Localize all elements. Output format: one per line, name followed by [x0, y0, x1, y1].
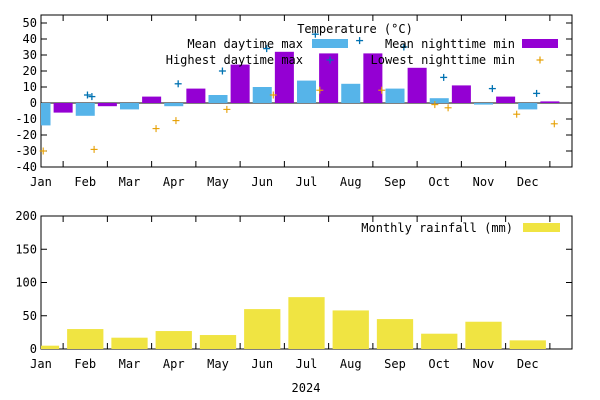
- bar: [164, 103, 184, 107]
- x-tick-label: Dec: [517, 357, 539, 371]
- x-axis-label: 2024: [292, 381, 321, 395]
- bar: [244, 309, 281, 349]
- x-tick-label: Feb: [74, 175, 96, 189]
- bar: [67, 329, 104, 349]
- x-tick-label: Mar: [119, 357, 141, 371]
- y-tick-label: 50: [23, 16, 37, 30]
- chart-title: Temperature (°C): [297, 22, 413, 36]
- x-tick-label: May: [207, 357, 229, 371]
- x-tick-label: Aug: [340, 175, 362, 189]
- y-tick-label: 40: [23, 32, 37, 46]
- bar: [319, 53, 339, 103]
- bar: [376, 319, 414, 349]
- x-tick-label: Jun: [251, 175, 273, 189]
- y-tick-label: 30: [23, 48, 37, 62]
- bar: [496, 96, 516, 103]
- series-mean-daytime-max: [41, 80, 538, 126]
- bar: [41, 103, 51, 126]
- bar: [208, 95, 228, 103]
- legend-label: Monthly rainfall (mm): [361, 221, 513, 235]
- bar: [199, 335, 237, 349]
- y-tick-label: 0: [30, 342, 37, 356]
- legend-swatch-bar: [522, 39, 558, 48]
- bar: [465, 321, 502, 349]
- plot-frame: [40, 14, 573, 168]
- bar: [75, 103, 95, 116]
- y-tick-label: 0: [30, 96, 37, 110]
- series-monthly-rainfall-mm-: [41, 297, 546, 349]
- bar: [363, 53, 383, 103]
- bar: [119, 103, 140, 110]
- x-tick-label: Jul: [296, 175, 318, 189]
- bar: [274, 51, 294, 103]
- y-tick-label: -10: [15, 112, 37, 126]
- x-tick-label: Jun: [251, 357, 273, 371]
- y-tick-label: 10: [23, 80, 37, 94]
- y-tick-label: -30: [15, 144, 37, 158]
- series-mean-nighttime-min: [53, 51, 560, 113]
- x-tick-label: Jul: [296, 357, 318, 371]
- series-lowest-nighttime-min: [39, 86, 558, 155]
- bar: [111, 337, 148, 349]
- x-tick-label: Aug: [340, 357, 362, 371]
- x-tick-label: Nov: [473, 175, 495, 189]
- legend-label: Mean daytime max: [187, 37, 303, 51]
- bar: [407, 67, 427, 103]
- bar: [332, 310, 369, 349]
- x-tick-label: Jan: [30, 357, 52, 371]
- x-tick-label: Oct: [428, 357, 450, 371]
- bar: [53, 103, 73, 113]
- legend-swatch-bar: [523, 223, 560, 232]
- y-tick-label: 20: [23, 64, 37, 78]
- bar: [142, 96, 162, 103]
- legend-label: Highest daytime max: [166, 53, 303, 67]
- x-tick-label: Dec: [517, 175, 539, 189]
- legend-swatch: [522, 39, 558, 48]
- legend-swatch-bar: [312, 39, 348, 48]
- legend-swatch: [326, 56, 334, 64]
- bar: [288, 297, 325, 349]
- bar: [41, 345, 60, 349]
- bar: [230, 64, 250, 103]
- bar: [186, 88, 206, 103]
- bar: [509, 340, 546, 349]
- bar: [341, 83, 361, 103]
- bar: [421, 333, 458, 349]
- legend-label: Mean nighttime min: [385, 37, 515, 51]
- y-tick-label: -40: [15, 160, 37, 174]
- bar: [451, 85, 471, 103]
- legend-swatch: [536, 56, 544, 64]
- bar: [385, 88, 405, 103]
- x-tick-label: Nov: [473, 357, 495, 371]
- x-tick-label: Sep: [384, 175, 406, 189]
- x-tick-label: Mar: [119, 175, 141, 189]
- x-tick-label: Jan: [30, 175, 52, 189]
- chart-panel-2: [40, 215, 573, 350]
- y-tick-label: 150: [15, 242, 37, 256]
- bar: [252, 87, 272, 103]
- x-tick-label: May: [207, 175, 229, 189]
- bar: [540, 101, 560, 103]
- bar: [429, 98, 449, 103]
- chart-panel-1: [39, 14, 573, 168]
- y-tick-label: 50: [23, 309, 37, 323]
- legend-swatch: [312, 39, 348, 48]
- x-tick-label: Apr: [163, 357, 185, 371]
- y-tick-label: 200: [15, 209, 37, 223]
- bar: [473, 103, 494, 105]
- bar: [155, 331, 192, 349]
- series-highest-daytime-max: [83, 30, 541, 101]
- y-tick-label: 100: [15, 276, 37, 290]
- y-tick-label: -20: [15, 128, 37, 142]
- x-tick-label: Apr: [163, 175, 185, 189]
- bar: [296, 80, 317, 103]
- bar: [97, 103, 117, 107]
- x-tick-label: Oct: [428, 175, 450, 189]
- bar: [518, 103, 538, 110]
- x-tick-label: Sep: [384, 357, 406, 371]
- x-tick-label: Feb: [74, 357, 96, 371]
- legend-label: Lowest nighttime min: [371, 53, 516, 67]
